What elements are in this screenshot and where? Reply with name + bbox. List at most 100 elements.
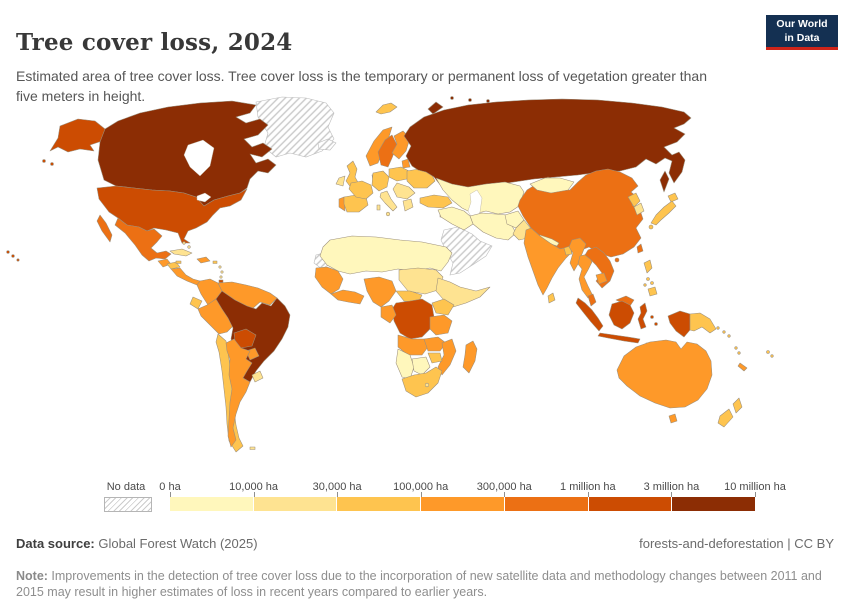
country-fiji[interactable] bbox=[766, 350, 770, 354]
legend-bin[interactable] bbox=[421, 497, 505, 511]
country-hispaniola[interactable] bbox=[196, 256, 211, 264]
country-mexico-baja[interactable] bbox=[96, 214, 113, 243]
country-sri-lanka[interactable] bbox=[547, 292, 556, 304]
country-australia-tasmania[interactable] bbox=[668, 413, 678, 424]
country-bahamas[interactable] bbox=[187, 245, 191, 249]
country-usa-hawaii[interactable] bbox=[11, 254, 15, 258]
country-taiwan[interactable] bbox=[636, 243, 644, 254]
legend-bin[interactable] bbox=[672, 497, 756, 511]
country-cote-divoire-ghana[interactable] bbox=[330, 289, 365, 305]
country-indonesia-kalimantan[interactable] bbox=[608, 300, 635, 330]
country-nicaragua-panama[interactable] bbox=[170, 267, 201, 286]
country-indonesia-moluccas[interactable] bbox=[650, 315, 654, 319]
legend-bin[interactable] bbox=[337, 497, 422, 511]
country-philippines[interactable] bbox=[650, 281, 654, 285]
country-vanuatu[interactable] bbox=[734, 346, 738, 350]
country-mongolia[interactable] bbox=[529, 177, 575, 194]
country-uganda-kenya[interactable] bbox=[431, 298, 455, 316]
country-fiji[interactable] bbox=[770, 354, 774, 358]
country-indonesia-java[interactable] bbox=[597, 332, 641, 344]
country-japan[interactable] bbox=[650, 200, 677, 226]
country-south-africa[interactable] bbox=[401, 366, 443, 398]
country-russia-arctic-islands[interactable] bbox=[486, 99, 490, 103]
country-philippines[interactable] bbox=[646, 277, 650, 281]
country-senegal-guinea[interactable] bbox=[314, 266, 344, 295]
country-portugal[interactable] bbox=[338, 196, 346, 212]
country-tanzania[interactable] bbox=[429, 314, 453, 336]
country-solomon-islands[interactable] bbox=[716, 326, 720, 330]
country-turkey[interactable] bbox=[419, 194, 453, 209]
country-italy[interactable] bbox=[379, 190, 398, 212]
country-india[interactable] bbox=[523, 227, 581, 296]
country-greece[interactable] bbox=[402, 198, 414, 212]
country-madagascar[interactable] bbox=[462, 340, 478, 374]
country-japan-kyushu[interactable] bbox=[648, 224, 654, 230]
legend-bin[interactable] bbox=[253, 497, 338, 511]
country-dr-congo[interactable] bbox=[391, 298, 435, 340]
country-romania-balkans[interactable] bbox=[392, 182, 416, 200]
country-usa-aleutians[interactable] bbox=[50, 162, 54, 166]
country-philippines[interactable] bbox=[643, 283, 647, 287]
country-philippines-mindanao[interactable] bbox=[647, 286, 658, 297]
country-lesotho[interactable] bbox=[424, 382, 430, 388]
country-indonesia-moluccas[interactable] bbox=[654, 322, 658, 326]
country-solomon-islands[interactable] bbox=[727, 334, 731, 338]
country-italy-sardinia[interactable] bbox=[376, 204, 381, 211]
country-zimbabwe[interactable] bbox=[427, 352, 443, 364]
country-bahamas[interactable] bbox=[182, 241, 186, 245]
country-solomon-islands[interactable] bbox=[722, 330, 726, 334]
country-iceland[interactable] bbox=[317, 138, 337, 151]
country-jamaica[interactable] bbox=[175, 260, 182, 264]
country-mozambique[interactable] bbox=[437, 338, 457, 376]
owid-logo[interactable]: Our World in Data bbox=[766, 15, 838, 50]
country-france[interactable] bbox=[348, 180, 374, 200]
country-trinidad[interactable] bbox=[218, 279, 224, 283]
country-laos-vietnam[interactable] bbox=[584, 246, 615, 289]
country-malaysia-peninsula[interactable] bbox=[587, 293, 597, 307]
country-angola[interactable] bbox=[397, 334, 429, 356]
country-indonesia-sulawesi[interactable] bbox=[637, 302, 648, 330]
country-ireland[interactable] bbox=[335, 175, 346, 187]
country-new-zealand-south[interactable] bbox=[717, 408, 734, 428]
country-thailand[interactable] bbox=[577, 253, 593, 299]
country-north-korea[interactable] bbox=[627, 192, 641, 208]
country-south-korea[interactable] bbox=[633, 202, 645, 216]
country-iraq-levant[interactable] bbox=[437, 206, 474, 231]
country-uruguay[interactable] bbox=[251, 370, 264, 383]
country-poland[interactable] bbox=[388, 166, 410, 182]
country-russia-novaya-zemlya[interactable] bbox=[427, 101, 444, 115]
country-puerto-rico[interactable] bbox=[212, 260, 218, 264]
country-indonesia-sumatra[interactable] bbox=[575, 297, 604, 332]
attribution-link[interactable]: forests-and-deforestation | CC BY bbox=[639, 536, 834, 551]
country-papua-new-guinea[interactable] bbox=[689, 312, 717, 334]
country-new-zealand-north[interactable] bbox=[732, 397, 743, 414]
legend-bin[interactable] bbox=[504, 497, 589, 511]
country-usa-aleutians[interactable] bbox=[42, 159, 46, 163]
country-falkland-islands[interactable] bbox=[249, 446, 256, 450]
country-argentina[interactable] bbox=[225, 338, 253, 448]
country-germany[interactable] bbox=[371, 170, 390, 192]
country-nigeria-cameroon[interactable] bbox=[363, 276, 397, 308]
country-lesser-antilles[interactable] bbox=[218, 265, 222, 269]
country-russia-arctic-islands[interactable] bbox=[468, 98, 472, 102]
country-new-caledonia[interactable] bbox=[737, 362, 748, 372]
country-cuba[interactable] bbox=[169, 248, 193, 257]
country-lesser-antilles[interactable] bbox=[219, 275, 223, 279]
country-philippines-luzon[interactable] bbox=[643, 259, 653, 274]
country-vanuatu[interactable] bbox=[737, 351, 741, 355]
country-botswana[interactable] bbox=[411, 356, 431, 376]
country-ethiopia-horn[interactable] bbox=[435, 277, 491, 308]
country-ecuador[interactable] bbox=[189, 296, 203, 310]
country-china-hainan[interactable] bbox=[614, 257, 620, 263]
country-north-africa-sahara[interactable] bbox=[319, 235, 453, 275]
legend-bin[interactable] bbox=[588, 497, 673, 511]
country-baltics[interactable] bbox=[401, 158, 411, 169]
legend-nodata-swatch[interactable] bbox=[104, 497, 152, 512]
country-lesser-antilles[interactable] bbox=[220, 270, 224, 274]
country-usa-hawaii[interactable] bbox=[6, 250, 10, 254]
country-italy-sicily[interactable] bbox=[385, 211, 391, 217]
country-indonesia-papua[interactable] bbox=[667, 310, 691, 338]
country-japan-hokkaido[interactable] bbox=[667, 192, 679, 203]
country-congo-gabon[interactable] bbox=[380, 304, 397, 324]
country-usa-alaska[interactable] bbox=[49, 118, 106, 153]
